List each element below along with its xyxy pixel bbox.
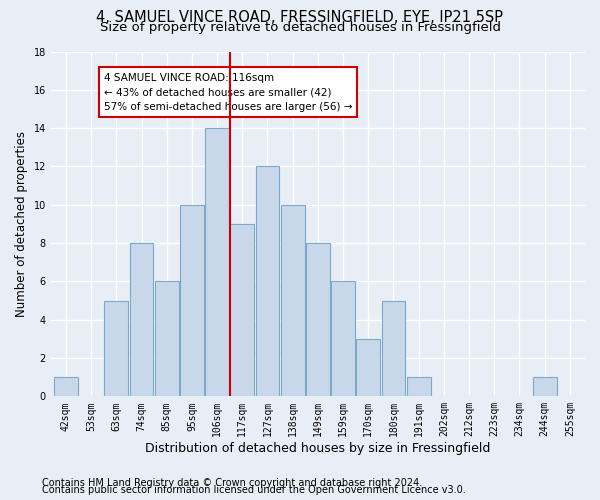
Bar [104, 300, 128, 396]
Text: 4, SAMUEL VINCE ROAD, FRESSINGFIELD, EYE, IP21 5SP: 4, SAMUEL VINCE ROAD, FRESSINGFIELD, EYE… [97, 10, 503, 25]
Y-axis label: Number of detached properties: Number of detached properties [15, 131, 28, 317]
Text: Contains public sector information licensed under the Open Government Licence v3: Contains public sector information licen… [42, 485, 466, 495]
Bar [281, 205, 305, 396]
Bar [306, 243, 330, 396]
Bar [331, 282, 355, 397]
Bar [256, 166, 280, 396]
Bar [180, 205, 204, 396]
Bar [54, 377, 78, 396]
Text: Size of property relative to detached houses in Fressingfield: Size of property relative to detached ho… [100, 22, 500, 35]
Bar [155, 282, 179, 397]
Text: 4 SAMUEL VINCE ROAD: 116sqm
← 43% of detached houses are smaller (42)
57% of sem: 4 SAMUEL VINCE ROAD: 116sqm ← 43% of det… [104, 72, 352, 112]
Bar [533, 377, 557, 396]
X-axis label: Distribution of detached houses by size in Fressingfield: Distribution of detached houses by size … [145, 442, 491, 455]
Bar [356, 339, 380, 396]
Text: Contains HM Land Registry data © Crown copyright and database right 2024.: Contains HM Land Registry data © Crown c… [42, 478, 422, 488]
Bar [407, 377, 431, 396]
Bar [205, 128, 229, 396]
Bar [382, 300, 406, 396]
Bar [230, 224, 254, 396]
Bar [130, 243, 154, 396]
